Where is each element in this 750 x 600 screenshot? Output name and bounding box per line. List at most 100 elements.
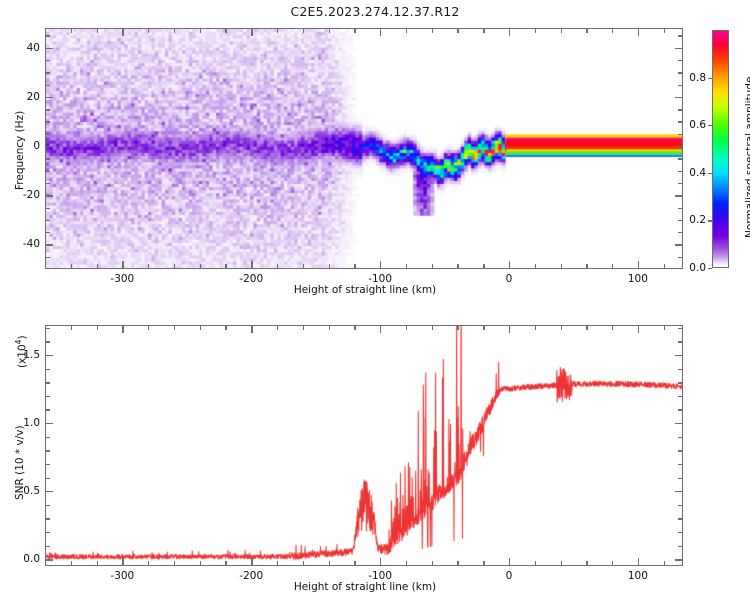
snr-xtick-100: -100 [368,570,393,582]
colorbar-tick-mark [708,172,712,174]
tick-mark [328,264,330,268]
spectrogram-panel [45,28,683,269]
tick-mark [46,146,53,148]
tick-mark [380,261,382,268]
tick-mark [199,264,202,268]
tick-mark [678,182,682,185]
tick-mark [483,326,485,330]
tick-mark [46,436,50,438]
tick-mark [122,558,124,565]
tick-mark [328,326,330,330]
snr-ytick-1.5: 1.5 [23,348,40,361]
spectrogram-xtick-100: -100 [368,273,393,285]
tick-mark [173,264,176,268]
tick-mark [122,261,124,268]
tick-mark [457,326,459,330]
tick-mark [483,29,485,33]
snr-canvas [46,326,682,565]
tick-mark [675,96,682,99]
tick-mark [675,355,682,357]
tick-mark [46,518,50,520]
spectrogram-yaxis-label: Frequency (Hz) [14,110,26,190]
tick-mark [678,109,682,111]
tick-mark [678,158,682,160]
tick-mark [483,561,485,565]
tick-mark [46,121,50,123]
snr-ytick-0.0: 0.0 [23,553,40,566]
tick-mark [46,244,53,246]
tick-mark [173,326,176,330]
tick-mark [277,326,279,330]
tick-mark [678,72,682,74]
snr-multiplier-text: (x10 [16,344,29,368]
tick-mark [70,264,73,268]
tick-mark [509,261,511,268]
colorbar-tick-3: 0.6 [689,119,706,132]
tick-mark [678,60,682,62]
tick-mark [354,561,356,565]
spectrogram-ytick20: 20 [26,90,40,103]
tick-mark [534,29,537,33]
spectrogram-xtick-300: -300 [110,273,135,285]
colorbar [712,30,729,268]
colorbar-tick-2: 0.4 [689,166,706,179]
snr-xtick100: 100 [627,570,648,582]
tick-mark [612,326,614,330]
tick-mark [46,532,50,534]
snr-ytick-1.0: 1.0 [23,417,40,430]
tick-mark [46,491,53,493]
tick-mark [70,561,73,565]
snr-xtick-200: -200 [239,570,264,582]
tick-mark [46,355,53,357]
tick-mark [457,264,459,268]
tick-mark [46,463,50,466]
tick-mark [122,326,124,333]
tick-mark [46,109,50,111]
tick-mark [405,29,408,33]
tick-mark [225,29,227,33]
tick-mark [560,29,562,33]
tick-mark [431,561,434,565]
colorbar-tick-4: 0.8 [689,71,706,84]
tick-mark [173,561,176,565]
colorbar-tick-0: 0.0 [689,262,706,274]
tick-mark [380,29,382,36]
tick-mark [148,29,150,33]
tick-mark [431,29,434,33]
tick-mark [96,29,98,33]
tick-mark [405,326,408,330]
tick-mark [148,326,150,330]
tick-mark [586,326,588,330]
tick-mark [586,29,588,33]
tick-mark [302,264,305,268]
figure-title: C2E5.2023.274.12.37.R12 [290,4,460,19]
tick-mark [678,207,682,209]
spectrogram-canvas [46,29,682,268]
tick-mark [678,84,682,86]
tick-mark [457,29,459,33]
tick-mark [46,72,50,74]
tick-mark [637,261,640,268]
tick-mark [637,326,640,333]
tick-mark [560,326,562,330]
tick-mark [678,35,682,37]
spectrogram-xtick100: 100 [627,273,648,285]
tick-mark [586,264,588,268]
colorbar-tick-1: 0.2 [689,214,706,227]
spectrogram-xtick0: 0 [505,273,513,285]
spectrogram-xtick-200: -200 [239,273,264,285]
tick-mark [251,29,253,36]
tick-mark [251,261,253,268]
tick-mark [637,29,640,36]
tick-mark [225,264,227,268]
tick-mark [678,409,682,411]
tick-mark [46,341,50,343]
tick-mark [675,47,682,50]
snr-yaxis-multiplier: (x104) [14,335,29,368]
tick-mark [560,264,562,268]
tick-mark [46,368,50,370]
tick-mark [46,559,53,561]
tick-mark [675,491,682,493]
tick-mark [46,47,53,50]
tick-mark [509,326,511,333]
